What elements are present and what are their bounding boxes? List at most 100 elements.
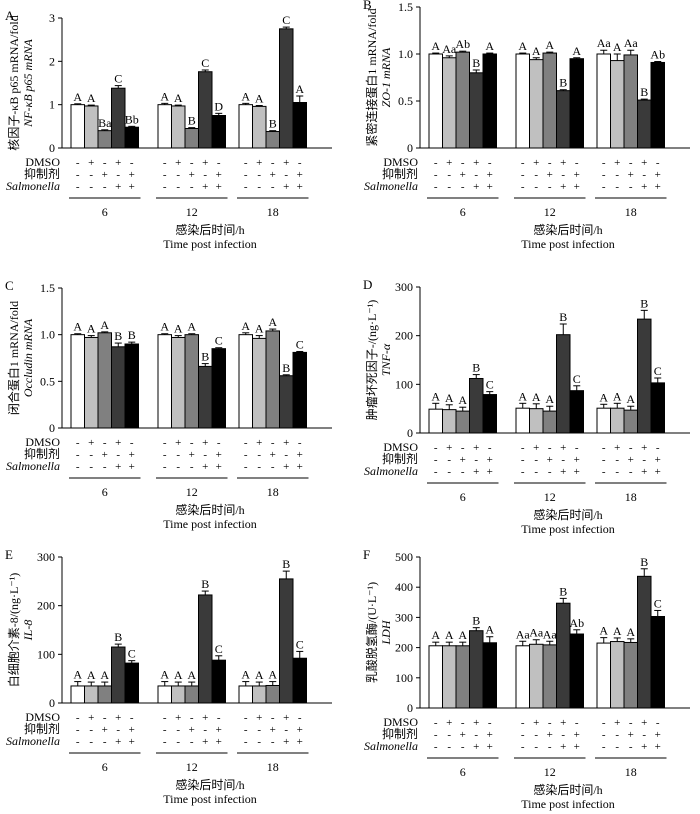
treatment-mark: + <box>560 741 566 753</box>
treatment-mark: + <box>560 181 566 193</box>
treatment-mark: - <box>534 466 538 478</box>
treatment-mark: + <box>547 454 553 466</box>
treatment-mark: - <box>89 461 93 473</box>
treatment-mark: - <box>163 181 167 193</box>
y-tick-label: 300 <box>37 550 55 564</box>
treatment-mark: + <box>628 729 634 741</box>
bar <box>265 131 280 149</box>
treatment-mark: - <box>76 712 80 724</box>
treatment-mark: - <box>461 181 465 193</box>
significance-letter: Aa <box>529 626 544 640</box>
group-label: 12 <box>186 205 198 219</box>
treatment-mark: - <box>76 461 80 473</box>
bar <box>157 104 172 149</box>
treatment-mark: + <box>574 729 580 741</box>
treatment-mark: - <box>163 437 167 449</box>
treatment-mark: + <box>446 717 452 729</box>
group-label: 18 <box>625 490 637 504</box>
panel-letter: E <box>5 547 13 562</box>
significance-letter: C <box>128 647 136 661</box>
bar <box>157 334 172 429</box>
group-label: 18 <box>625 765 637 779</box>
significance-letter: A <box>431 628 440 642</box>
x-axis-label-en: Time post infection <box>521 522 615 536</box>
treatment-mark: - <box>103 181 107 193</box>
treatment-mark: - <box>244 736 248 748</box>
treatment-mark: - <box>548 466 552 478</box>
treatment-mark: - <box>447 729 451 741</box>
group-label: 12 <box>544 205 556 219</box>
treatment-mark: + <box>102 724 108 736</box>
bar <box>542 52 557 149</box>
treatment-mark: + <box>487 729 493 741</box>
group-label: 18 <box>625 205 637 219</box>
treatment-mark: - <box>602 157 606 169</box>
treatment-mark: - <box>602 454 606 466</box>
y-axis-label-en: ZO-1 mRNA <box>379 47 393 107</box>
significance-letter: B <box>640 555 648 569</box>
treatment-mark: - <box>298 437 302 449</box>
treatment-mark: - <box>116 724 120 736</box>
significance-letter: A <box>187 668 196 682</box>
y-tick-label: 0 <box>407 141 413 155</box>
treatment-mark: - <box>271 157 275 169</box>
y-tick-label: 1.5 <box>398 0 413 14</box>
bar <box>111 87 126 149</box>
treatment-mark: - <box>163 461 167 473</box>
treatment-mark: + <box>202 461 208 473</box>
treatment-mark: + <box>574 741 580 753</box>
significance-letter: A <box>73 320 82 334</box>
treatment-label: Salmonella <box>364 464 418 478</box>
significance-letter: Ab <box>455 37 470 51</box>
x-axis-label-en: Time post infection <box>163 237 257 251</box>
bar <box>211 659 226 704</box>
significance-letter: B <box>201 577 209 591</box>
treatment-mark: - <box>642 169 646 181</box>
treatment-mark: - <box>257 724 261 736</box>
bar <box>637 99 652 149</box>
treatment-mark: + <box>115 736 121 748</box>
treatment-mark: - <box>656 157 660 169</box>
treatment-mark: - <box>461 466 465 478</box>
treatment-mark: + <box>614 717 620 729</box>
significance-letter: B <box>188 114 196 128</box>
treatment-label: 抑制剂 <box>24 166 60 181</box>
significance-letter: B <box>559 76 567 90</box>
bar <box>623 54 638 149</box>
significance-letter: A <box>626 392 635 406</box>
treatment-mark: - <box>76 181 80 193</box>
treatment-mark: - <box>461 717 465 729</box>
significance-letter: B <box>269 117 277 131</box>
significance-letter: B <box>472 614 480 628</box>
treatment-mark: + <box>628 454 634 466</box>
significance-letter: A <box>174 91 183 105</box>
treatment-mark: - <box>130 712 134 724</box>
significance-letter: A <box>532 44 541 58</box>
significance-letter: C <box>486 378 494 392</box>
significance-letter: B <box>640 296 648 310</box>
treatment-mark: - <box>434 729 438 741</box>
bar <box>70 104 85 149</box>
treatment-mark: - <box>521 717 525 729</box>
significance-letter: A <box>431 39 440 53</box>
treatment-mark: + <box>560 466 566 478</box>
treatment-mark: + <box>641 157 647 169</box>
treatment-mark: + <box>115 461 121 473</box>
treatment-mark: + <box>641 717 647 729</box>
significance-letter: C <box>296 637 304 651</box>
significance-letter: B <box>559 310 567 324</box>
treatment-mark: + <box>216 169 222 181</box>
bar <box>569 633 584 709</box>
bar <box>515 645 530 709</box>
treatment-mark: + <box>641 442 647 454</box>
treatment-mark: + <box>202 157 208 169</box>
treatment-mark: - <box>474 729 478 741</box>
bar <box>279 578 294 704</box>
significance-letter: Ab <box>569 616 584 630</box>
significance-letter: A <box>174 322 183 336</box>
significance-letter: C <box>201 56 209 70</box>
treatment-mark: + <box>88 712 94 724</box>
treatment-mark: - <box>298 712 302 724</box>
